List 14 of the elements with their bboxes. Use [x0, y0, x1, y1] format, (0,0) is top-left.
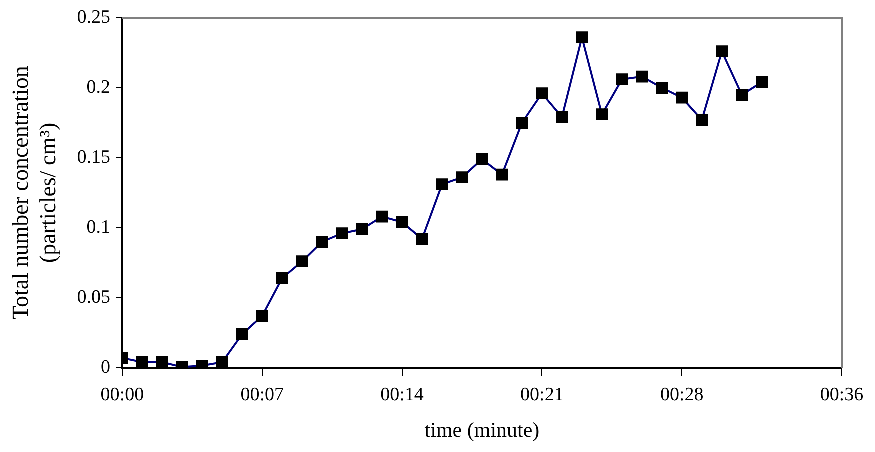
- y-tick-label: 0.15: [77, 146, 110, 168]
- y-tick-label: 0: [100, 356, 110, 378]
- x-tick-label: 00:21: [520, 384, 564, 406]
- y-tick-label: 0.1: [86, 216, 110, 238]
- x-axis-title: time (minute): [424, 418, 540, 442]
- y-tick-label: 0.25: [77, 6, 110, 28]
- y-tick-label: 0.05: [77, 286, 110, 308]
- x-tick-label: 00:14: [380, 384, 424, 406]
- x-tick-label: 00:28: [660, 384, 704, 406]
- x-tick-label: 00:36: [820, 384, 864, 406]
- x-tick-label: 00:00: [100, 384, 144, 406]
- x-tick-label: 00:07: [240, 384, 284, 406]
- y-axis-title: Total number concentration (particles/ cm³): [8, 66, 60, 320]
- y-tick-label: 0.2: [86, 76, 110, 98]
